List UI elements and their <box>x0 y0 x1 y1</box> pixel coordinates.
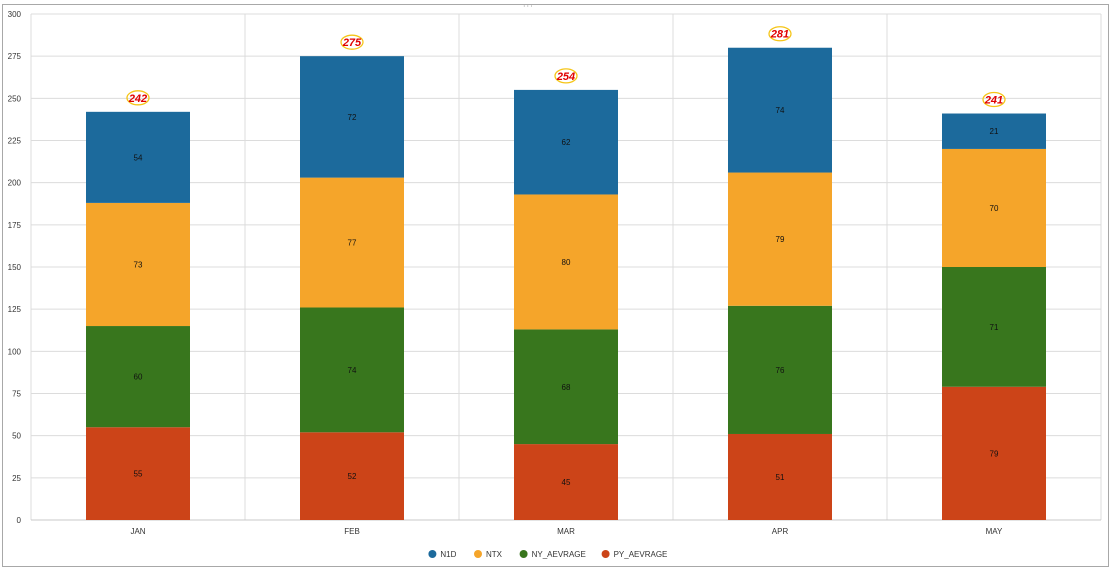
segment-value-label: 21 <box>990 127 999 136</box>
segment-value-label: 45 <box>562 478 571 487</box>
segment-value-label: 76 <box>776 366 785 375</box>
segment-value-label: 77 <box>348 239 357 248</box>
y-tick-label: 25 <box>12 474 21 483</box>
x-axis: JAN FEB MAR APR MAY <box>31 519 1101 536</box>
total-highlight <box>768 26 792 42</box>
total-value-label: 242 <box>128 93 147 105</box>
total-value-label: 275 <box>342 37 362 49</box>
y-tick-label: 300 <box>8 10 22 19</box>
legend-label[interactable]: N1D <box>440 550 456 559</box>
bar-segment-ntx[interactable] <box>728 172 832 306</box>
y-tick-label: 275 <box>8 52 22 61</box>
legend-label[interactable]: PY_AEVRAGE <box>614 550 668 559</box>
bar-segment-ny-aevrage[interactable] <box>728 305 832 434</box>
legend-label[interactable]: NY_AEVRAGE <box>532 550 586 559</box>
bar-segment-n1d[interactable] <box>514 89 618 195</box>
y-tick-label: 225 <box>8 137 22 146</box>
bar-segment-ny-aevrage[interactable] <box>942 267 1046 387</box>
total-highlight <box>982 91 1006 108</box>
bar-segment-n1d[interactable] <box>86 111 190 203</box>
resize-grip-icon[interactable]: ··· <box>523 2 534 11</box>
bar-segment-py-aevrage[interactable] <box>86 427 190 520</box>
bar-segment-n1d[interactable] <box>942 113 1046 149</box>
bar-segment-ntx[interactable] <box>300 177 404 308</box>
bar-segment-ntx[interactable] <box>86 202 190 327</box>
segment-value-label: 80 <box>562 258 571 267</box>
segment-value-label: 70 <box>990 204 999 213</box>
x-tick-label: FEB <box>344 527 360 536</box>
y-tick-label: 200 <box>8 179 22 188</box>
segment-value-label: 52 <box>348 472 357 481</box>
segment-value-label: 51 <box>776 473 785 482</box>
segment-value-label: 74 <box>776 106 785 115</box>
y-axis: 0 25 50 75 100 125 150 175 200 225 250 275 300 <box>8 10 22 525</box>
total-value-label: 241 <box>984 95 1003 107</box>
x-tick-label: JAN <box>130 527 145 536</box>
bar-segment-n1d[interactable] <box>300 56 404 178</box>
total-highlight <box>126 90 150 106</box>
segment-value-label: 68 <box>562 383 571 392</box>
x-tick-label: MAY <box>986 527 1003 536</box>
bar-segment-ntx[interactable] <box>514 194 618 330</box>
x-tick-label: APR <box>772 527 789 536</box>
bar-segment-py-aevrage[interactable] <box>514 444 618 520</box>
segment-value-label: 72 <box>348 113 357 122</box>
y-tick-label: 100 <box>8 347 22 356</box>
y-tick-label: 250 <box>8 94 22 103</box>
total-labels: 242 275 254 281 241 <box>126 26 1006 108</box>
segment-value-label: 74 <box>348 366 357 375</box>
y-tick-label: 175 <box>8 221 22 230</box>
total-value-label: 254 <box>556 71 575 83</box>
bar-segment-py-aevrage[interactable] <box>300 432 404 520</box>
segment-value-label: 60 <box>134 373 143 382</box>
x-tick-label: MAR <box>557 527 575 536</box>
total-value-label: 281 <box>770 29 789 41</box>
bars: 55 60 73 54 52 74 77 72 45 68 80 62 51 76 79 74 79 71 70 21 <box>86 47 1046 520</box>
y-tick-label: 50 <box>12 432 21 441</box>
y-tick-label: 75 <box>12 390 21 399</box>
bar-segment-py-aevrage[interactable] <box>728 433 832 520</box>
total-highlight <box>340 34 364 50</box>
total-highlight <box>554 68 578 84</box>
legend-marker <box>601 550 610 558</box>
bar-segment-ny-aevrage[interactable] <box>514 329 618 445</box>
bar-segment-ny-aevrage[interactable] <box>86 326 190 428</box>
legend: N1D NTX NY_AEVRAGE PY_AEVRAGE <box>428 550 667 559</box>
bar-segment-ntx[interactable] <box>942 148 1046 267</box>
y-tick-label: 0 <box>17 516 22 525</box>
segment-value-label: 55 <box>134 470 143 479</box>
segment-value-label: 62 <box>562 138 571 147</box>
legend-marker <box>474 550 482 558</box>
segment-value-label: 79 <box>776 235 785 244</box>
legend-marker <box>519 550 528 558</box>
y-tick-label: 150 <box>8 263 22 272</box>
legend-marker <box>428 550 437 558</box>
bar-segment-py-aevrage[interactable] <box>942 386 1046 520</box>
segment-value-label: 73 <box>134 260 143 269</box>
segment-value-label: 71 <box>990 323 999 332</box>
y-tick-label: 125 <box>8 305 22 314</box>
bar-segment-n1d[interactable] <box>728 47 832 173</box>
bar-segment-ny-aevrage[interactable] <box>300 307 404 433</box>
segment-value-label: 54 <box>134 153 143 162</box>
segment-value-label: 79 <box>990 449 999 458</box>
legend-label[interactable]: NTX <box>486 550 503 559</box>
